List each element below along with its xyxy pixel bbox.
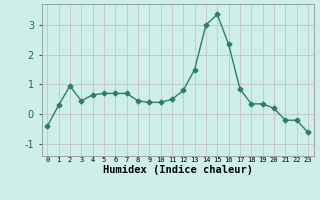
- X-axis label: Humidex (Indice chaleur): Humidex (Indice chaleur): [103, 165, 252, 175]
